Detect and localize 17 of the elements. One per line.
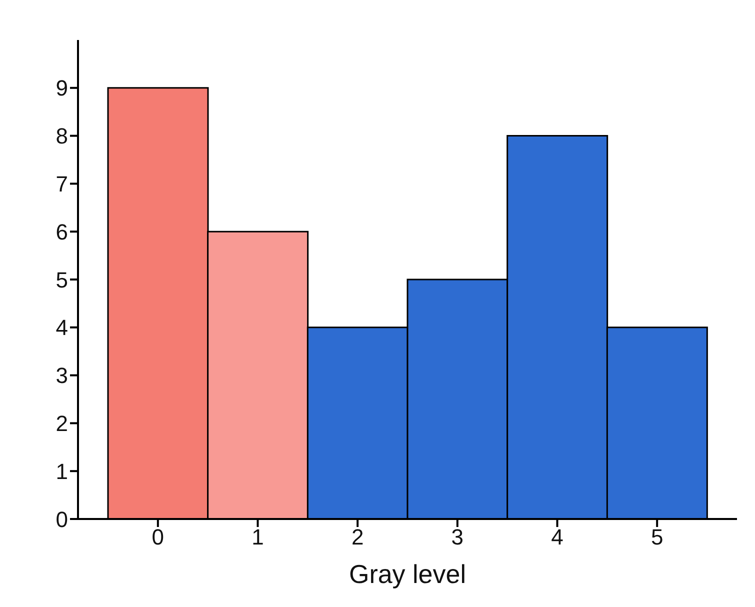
y-tick-label: 6	[56, 219, 68, 244]
x-tick-label: 1	[252, 524, 264, 550]
y-tick-label: 3	[56, 363, 68, 388]
x-tick-label: 2	[351, 524, 364, 550]
y-tick-label: 7	[56, 172, 68, 197]
x-tick-label: 0	[152, 524, 164, 550]
y-tick-label: 2	[56, 411, 68, 436]
x-tick-label: 4	[551, 524, 564, 550]
y-tick-label: 0	[56, 506, 68, 532]
y-tick-label: 5	[56, 267, 68, 292]
y-tick-label: 9	[56, 76, 68, 101]
x-axis-title: Gray level	[348, 559, 466, 589]
y-tick-label: 4	[56, 315, 68, 340]
y-tick-label: 8	[56, 124, 68, 149]
x-tick-label: 5	[650, 524, 664, 550]
x-tick-label: 3	[451, 524, 464, 550]
y-tick-label: 1	[56, 458, 68, 484]
